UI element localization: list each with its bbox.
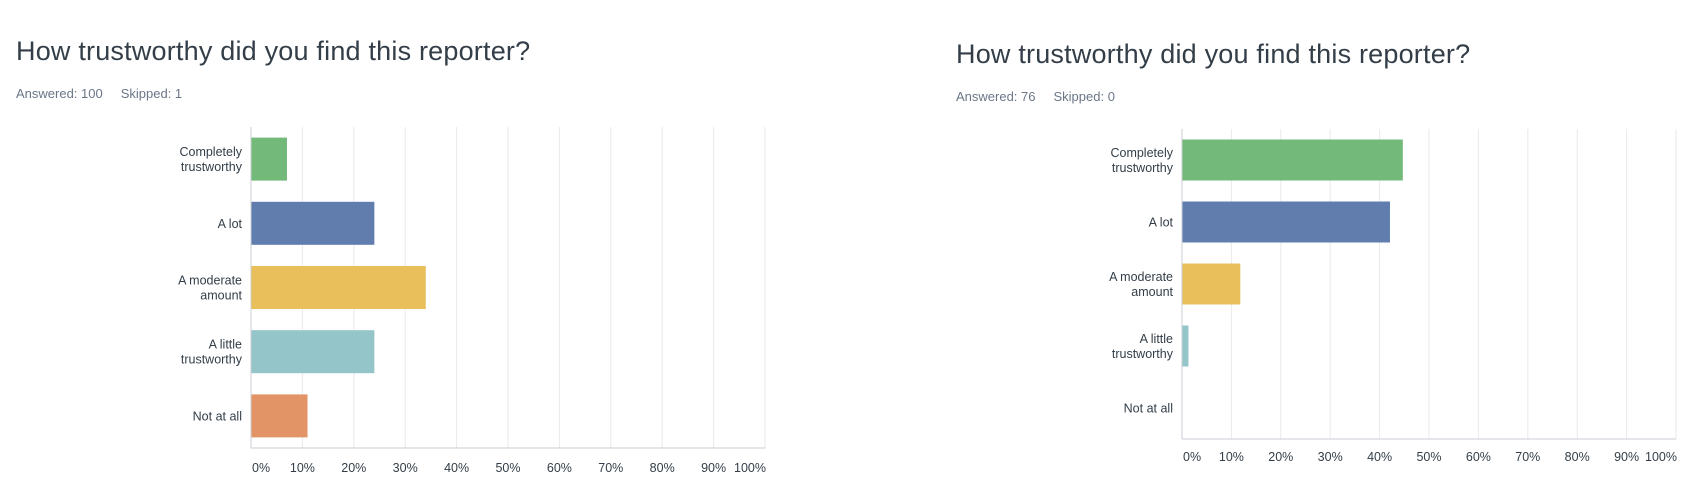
bar (1182, 325, 1189, 367)
x-tick-label: 60% (1466, 450, 1491, 464)
bar-chart: Completely trustworthy A lot A moderate amou… (1109, 129, 1677, 464)
x-tick-label: 20% (1268, 450, 1293, 464)
x-tick-label: 50% (495, 461, 520, 475)
category-label: Not at all (1124, 402, 1173, 416)
answered-count: Answered: 76 (956, 89, 1036, 104)
x-tick-label: 40% (1367, 450, 1392, 464)
category-label: A lot (1149, 216, 1174, 230)
x-tick-label: 80% (1565, 450, 1590, 464)
response-summary: Answered: 100 Skipped: 1 (16, 86, 182, 101)
skipped-count: Skipped: 0 (1053, 89, 1115, 104)
category-label: A lot (218, 217, 243, 231)
bar (1182, 263, 1241, 305)
x-tick-label: 70% (1515, 450, 1540, 464)
question-title: How trustworthy did you find this report… (956, 39, 1471, 69)
x-tick-label: 40% (444, 461, 469, 475)
x-tick-label: 90% (1614, 450, 1639, 464)
category-label: A little trustworthy (1112, 332, 1174, 361)
x-tick-label: 0% (1183, 450, 1201, 464)
category-label: Completely trustworthy (1110, 146, 1173, 175)
x-tick-label: 80% (650, 461, 675, 475)
question-panel-1: How trustworthy did you find this report… (16, 36, 766, 475)
category-label: A moderate amount (178, 274, 242, 303)
category-label: A little trustworthy (181, 338, 243, 367)
bar (1182, 201, 1390, 243)
x-tick-label: 10% (1219, 450, 1244, 464)
skipped-count: Skipped: 1 (120, 86, 183, 101)
category-label: Not at all (193, 409, 242, 423)
category-label: A moderate amount (1109, 270, 1173, 299)
bar (251, 394, 308, 438)
x-tick-label: 30% (393, 461, 418, 475)
bar (251, 266, 426, 309)
x-tick-label: 60% (547, 461, 572, 475)
question-title: How trustworthy did you find this report… (16, 36, 531, 66)
x-tick-label: 100% (734, 461, 766, 475)
x-tick-label: 100% (1645, 450, 1677, 464)
x-tick-label: 70% (598, 461, 623, 475)
bar-chart: Completely trustworthy A lot A moderate amou… (178, 127, 766, 475)
answered-count: Answered: 100 (16, 86, 103, 101)
bar (251, 137, 287, 181)
x-tick-label: 50% (1416, 450, 1441, 464)
question-panel-2: How trustworthy did you find this report… (940, 0, 1700, 504)
response-summary: Answered: 76 Skipped: 0 (956, 89, 1115, 104)
bar (251, 201, 375, 245)
x-tick-label: 30% (1318, 450, 1343, 464)
bar (1182, 139, 1403, 181)
x-tick-label: 10% (290, 461, 315, 475)
x-tick-label: 20% (341, 461, 366, 475)
x-tick-label: 90% (701, 461, 726, 475)
bar (251, 330, 375, 374)
x-tick-label: 0% (252, 461, 270, 475)
category-label: Completely trustworthy (179, 145, 242, 174)
